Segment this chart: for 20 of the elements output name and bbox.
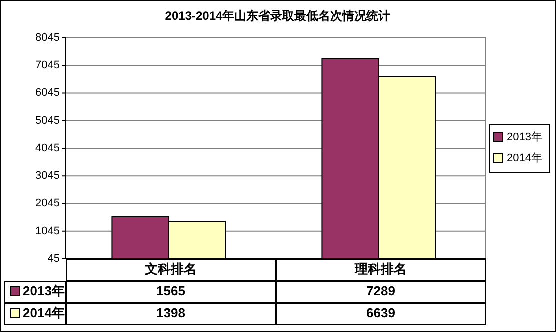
y-tick-label: 7045	[36, 60, 60, 72]
y-tick-label: 3045	[36, 170, 60, 182]
y-tick-label: 45	[48, 252, 60, 265]
data-label: 7289	[366, 283, 396, 298]
y-tick-label: 8045	[36, 32, 60, 44]
y-tick-label: 5045	[36, 114, 60, 127]
y-tick-label: 6045	[36, 87, 60, 100]
data-label: 1398	[156, 305, 186, 320]
data-label: 6639	[366, 305, 396, 320]
chart-title: 2013-2014年山东省录取最低名次情况统计	[165, 9, 391, 24]
x-tick-label: 理科排名	[354, 261, 407, 276]
text: 2014年	[23, 305, 65, 320]
y-tick-label: 4045	[36, 142, 60, 154]
legend-label: 2013年	[23, 283, 65, 298]
legend-label: 2014年	[507, 152, 542, 164]
text: 2013年	[507, 131, 542, 144]
y-tick-label: 1045	[36, 225, 60, 238]
data-label: 1565	[156, 283, 186, 298]
x-tick-label: 文科排名	[144, 261, 197, 276]
y-tick-label: 2045	[36, 198, 60, 210]
